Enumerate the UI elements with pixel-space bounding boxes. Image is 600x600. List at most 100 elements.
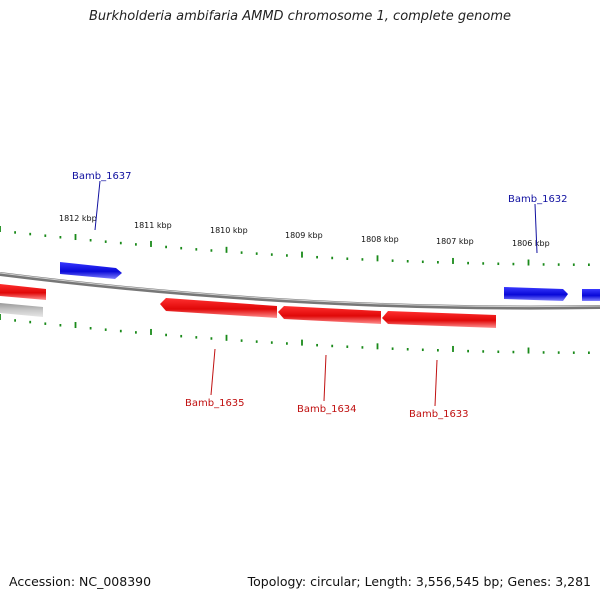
major-tick bbox=[376, 343, 379, 350]
minor-tick bbox=[119, 241, 122, 245]
minor-tick bbox=[210, 337, 213, 340]
genome-backbone bbox=[0, 272, 600, 310]
tick-label: 1807 kbp bbox=[436, 237, 474, 246]
minor-tick bbox=[14, 319, 16, 322]
minor-tick bbox=[542, 263, 545, 266]
minor-tick bbox=[361, 258, 364, 261]
minor-tick bbox=[588, 263, 590, 266]
minor-tick bbox=[270, 253, 273, 256]
minor-tick bbox=[588, 351, 590, 354]
major-tick bbox=[74, 322, 77, 329]
minor-tick bbox=[286, 254, 288, 257]
gene-label-bamb-1634[interactable]: Bamb_1634 bbox=[297, 404, 357, 415]
major-tick bbox=[527, 259, 530, 266]
minor-tick bbox=[29, 232, 32, 236]
minor-tick bbox=[512, 262, 515, 266]
minor-tick bbox=[195, 248, 198, 251]
gene-label-bamb-1633[interactable]: Bamb_1633 bbox=[409, 409, 469, 420]
genome-backbone-highlight bbox=[0, 272, 600, 308]
minor-tick bbox=[255, 340, 258, 343]
minor-tick bbox=[557, 351, 560, 354]
minor-tick bbox=[44, 322, 47, 325]
minor-tick bbox=[482, 350, 485, 353]
minor-tick bbox=[512, 350, 515, 354]
minor-tick bbox=[572, 351, 575, 354]
minor-tick bbox=[331, 256, 334, 260]
minor-tick bbox=[391, 259, 394, 262]
leader-line-bamb-1632 bbox=[534, 203, 538, 254]
minor-tick bbox=[406, 260, 409, 263]
minor-tick bbox=[406, 348, 409, 351]
gene-bamb-1632[interactable] bbox=[504, 287, 568, 301]
feature-grey-partial bbox=[0, 303, 43, 317]
major-tick bbox=[376, 255, 379, 262]
leader-line-bamb-1633 bbox=[434, 359, 438, 407]
leader-line-bamb-1635 bbox=[210, 348, 216, 396]
minor-tick bbox=[286, 342, 288, 345]
minor-tick bbox=[29, 320, 32, 324]
minor-tick bbox=[421, 348, 424, 352]
minor-tick bbox=[437, 349, 439, 352]
minor-tick bbox=[437, 261, 439, 264]
major-tick bbox=[225, 246, 228, 253]
minor-tick bbox=[59, 236, 62, 239]
minor-tick bbox=[346, 345, 349, 348]
gene-bamb-1634[interactable] bbox=[278, 306, 381, 324]
minor-tick bbox=[482, 262, 485, 265]
gene-label-bamb-1637[interactable]: Bamb_1637 bbox=[72, 171, 132, 182]
minor-tick bbox=[14, 231, 16, 234]
minor-tick bbox=[119, 329, 122, 333]
minor-tick bbox=[421, 260, 424, 264]
major-tick bbox=[452, 257, 454, 264]
minor-tick bbox=[391, 347, 394, 350]
minor-tick bbox=[210, 249, 213, 252]
minor-tick bbox=[346, 257, 349, 260]
minor-tick bbox=[89, 238, 92, 242]
minor-tick bbox=[240, 339, 243, 342]
gene-bamb-1637[interactable] bbox=[60, 262, 122, 279]
minor-tick bbox=[467, 349, 469, 353]
minor-tick bbox=[195, 336, 198, 339]
gene-reverse-partial-left[interactable] bbox=[0, 284, 46, 300]
leader-line-bamb-1637 bbox=[94, 180, 101, 231]
minor-tick bbox=[270, 341, 273, 344]
minor-tick bbox=[44, 234, 47, 237]
minor-tick bbox=[104, 240, 107, 243]
gene-bamb-1633[interactable] bbox=[382, 311, 496, 328]
tick-label: 1809 kbp bbox=[285, 231, 323, 240]
minor-tick bbox=[557, 263, 560, 266]
gene-bamb-1635[interactable] bbox=[160, 298, 277, 318]
minor-tick bbox=[497, 262, 500, 266]
minor-tick bbox=[89, 326, 92, 330]
minor-tick bbox=[542, 351, 545, 354]
minor-tick bbox=[361, 346, 364, 349]
tick-label: 1806 kbp bbox=[512, 239, 550, 248]
minor-tick bbox=[497, 350, 500, 354]
major-tick bbox=[527, 347, 530, 354]
major-tick bbox=[150, 328, 152, 335]
major-tick bbox=[301, 339, 303, 346]
minor-tick bbox=[255, 252, 258, 255]
major-tick bbox=[0, 314, 1, 320]
minor-tick bbox=[180, 334, 183, 338]
minor-tick bbox=[59, 324, 62, 327]
minor-tick bbox=[165, 245, 167, 249]
leader-line-bamb-1634 bbox=[323, 354, 327, 402]
gene-forward-partial[interactable] bbox=[582, 289, 600, 301]
accession-text: Accession: NC_008390 bbox=[9, 574, 152, 589]
major-tick bbox=[150, 240, 152, 247]
gene-label-bamb-1632[interactable]: Bamb_1632 bbox=[508, 194, 568, 205]
major-tick bbox=[301, 251, 303, 258]
scale-tick-labels: 1812 kbp 1811 kbp 1810 kbp 1809 kbp 1808… bbox=[59, 214, 550, 248]
minor-tick bbox=[135, 243, 137, 246]
minor-tick bbox=[240, 251, 243, 254]
scale-ticks-outer bbox=[0, 226, 590, 266]
major-tick bbox=[452, 345, 454, 352]
tick-label: 1812 kbp bbox=[59, 214, 97, 223]
minor-tick bbox=[180, 246, 183, 250]
gene-label-bamb-1635[interactable]: Bamb_1635 bbox=[185, 398, 245, 409]
major-tick bbox=[225, 334, 228, 341]
minor-tick bbox=[104, 328, 107, 331]
minor-tick bbox=[165, 333, 167, 337]
